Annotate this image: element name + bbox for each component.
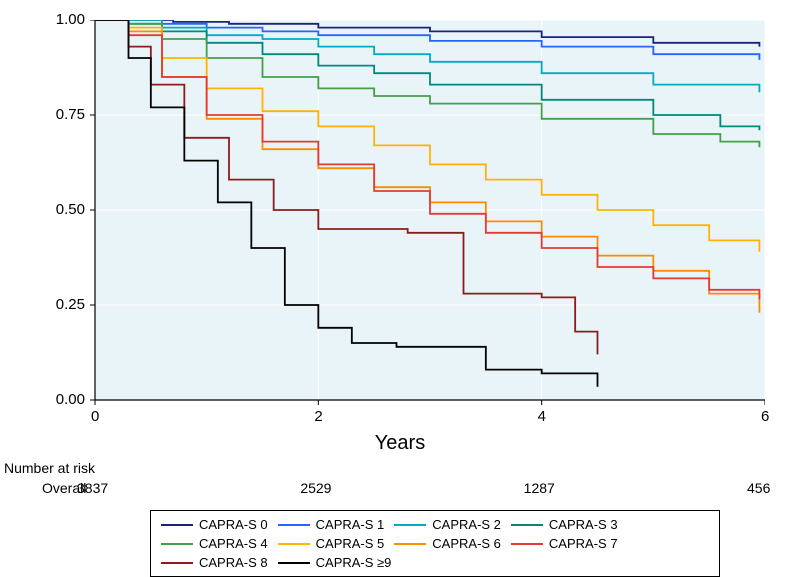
legend-label: CAPRA-S 4 (199, 536, 268, 551)
legend-label: CAPRA-S 6 (432, 536, 501, 551)
legend-item: CAPRA-S 6 (394, 536, 501, 551)
x-tick-label: 2 (314, 408, 322, 425)
x-tick-label: 6 (761, 408, 769, 425)
y-tick-label: 0.50 (56, 201, 85, 218)
legend-item: CAPRA-S 4 (161, 536, 268, 551)
legend-label: CAPRA-S 0 (199, 517, 268, 532)
risk-count: 3837 (77, 480, 108, 496)
legend-label: CAPRA-S 7 (549, 536, 618, 551)
legend-item: CAPRA-S 0 (161, 517, 268, 532)
legend-label: CAPRA-S 8 (199, 555, 268, 570)
legend-item: CAPRA-S 5 (278, 536, 385, 551)
legend-swatch (161, 543, 193, 545)
legend-item: CAPRA-S 2 (394, 517, 501, 532)
y-tick-label: 0.75 (56, 106, 85, 123)
legend-swatch (394, 543, 426, 545)
legend-label: CAPRA-S 2 (432, 517, 501, 532)
legend-item: CAPRA-S 3 (511, 517, 618, 532)
legend-item: CAPRA-S ≥9 (278, 555, 392, 570)
legend-swatch (511, 524, 543, 526)
km-plot-svg (89, 20, 765, 406)
y-tick-label: 0.25 (56, 296, 85, 313)
legend-item: CAPRA-S 7 (511, 536, 618, 551)
legend-item: CAPRA-S 8 (161, 555, 268, 570)
x-tick-label: 4 (538, 408, 546, 425)
legend-item: CAPRA-S 1 (278, 517, 385, 532)
y-tick-label: 0.00 (56, 391, 85, 408)
legend-swatch (394, 524, 426, 526)
legend-swatch (511, 543, 543, 545)
legend-swatch (161, 524, 193, 526)
legend: CAPRA-S 0 CAPRA-S 1 CAPRA-S 2 CAPRA-S 3 CAPR… (150, 510, 720, 577)
number-at-risk-title: Number at risk (4, 460, 95, 476)
legend-swatch (278, 524, 310, 526)
legend-label: CAPRA-S 5 (316, 536, 385, 551)
x-tick-label: 0 (91, 408, 99, 425)
plot-area (95, 20, 765, 400)
legend-label: CAPRA-S 1 (316, 517, 385, 532)
legend-swatch (161, 562, 193, 564)
x-axis-label: Years (375, 432, 425, 455)
y-tick-label: 1.00 (56, 11, 85, 28)
risk-count: 1287 (524, 480, 555, 496)
legend-swatch (278, 543, 310, 545)
risk-count: 2529 (300, 480, 331, 496)
risk-count: 456 (747, 480, 770, 496)
legend-swatch (278, 562, 310, 564)
legend-label: CAPRA-S ≥9 (316, 555, 392, 570)
legend-label: CAPRA-S 3 (549, 517, 618, 532)
